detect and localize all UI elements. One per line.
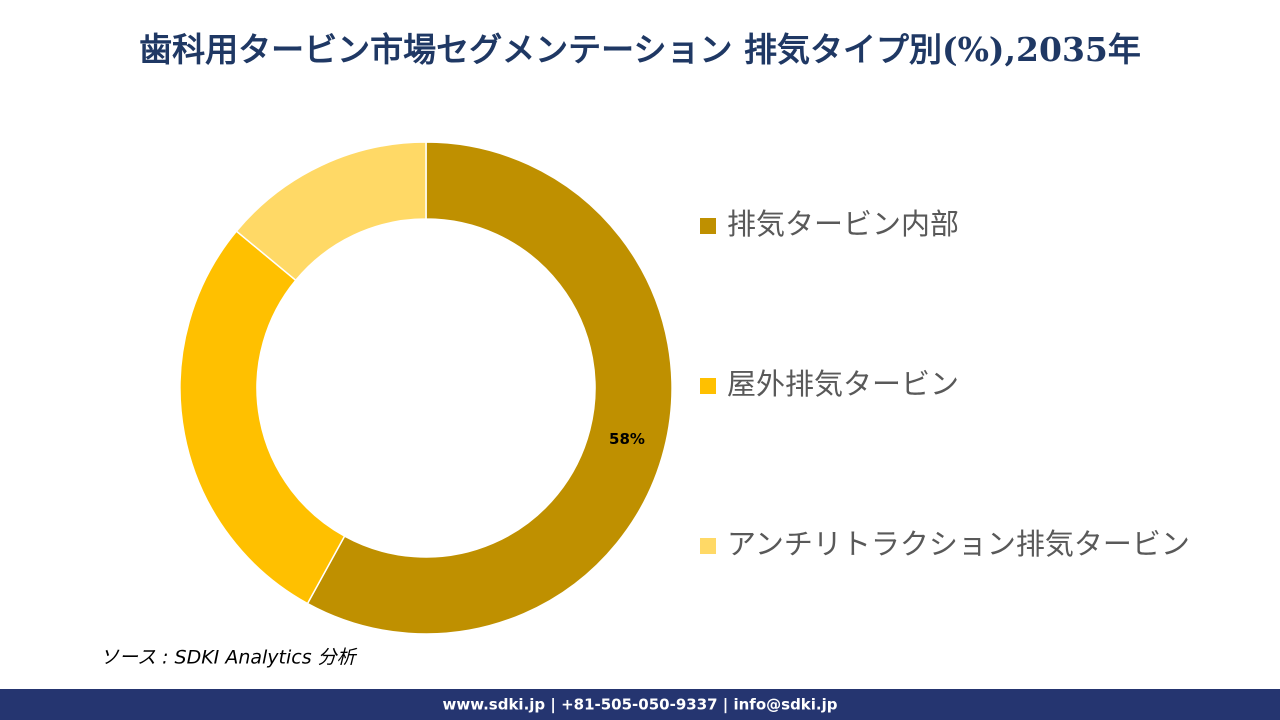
legend-swatch [700,378,716,394]
legend-label: 排気タービン内部 [727,207,959,241]
legend-label: アンチリトラクション排気タービン [727,527,1190,561]
source-note: ソース : SDKI Analytics 分析 [100,647,358,669]
chart-title: 歯科用タービン市場セグメンテーション 排気タイプ別(%),2035年 [139,30,1141,69]
footer-bar [0,689,1280,720]
legend-swatch [700,218,716,234]
donut-segment [306,141,673,635]
data-label: 58% [609,430,645,448]
donut-segment [179,230,346,605]
legend-label: 屋外排気タービン [727,367,959,401]
legend-swatch [700,538,716,554]
footer-contact: www.sdki.jp | +81-505-050-9337 | info@sd… [442,696,837,715]
donut-segment [235,141,427,282]
